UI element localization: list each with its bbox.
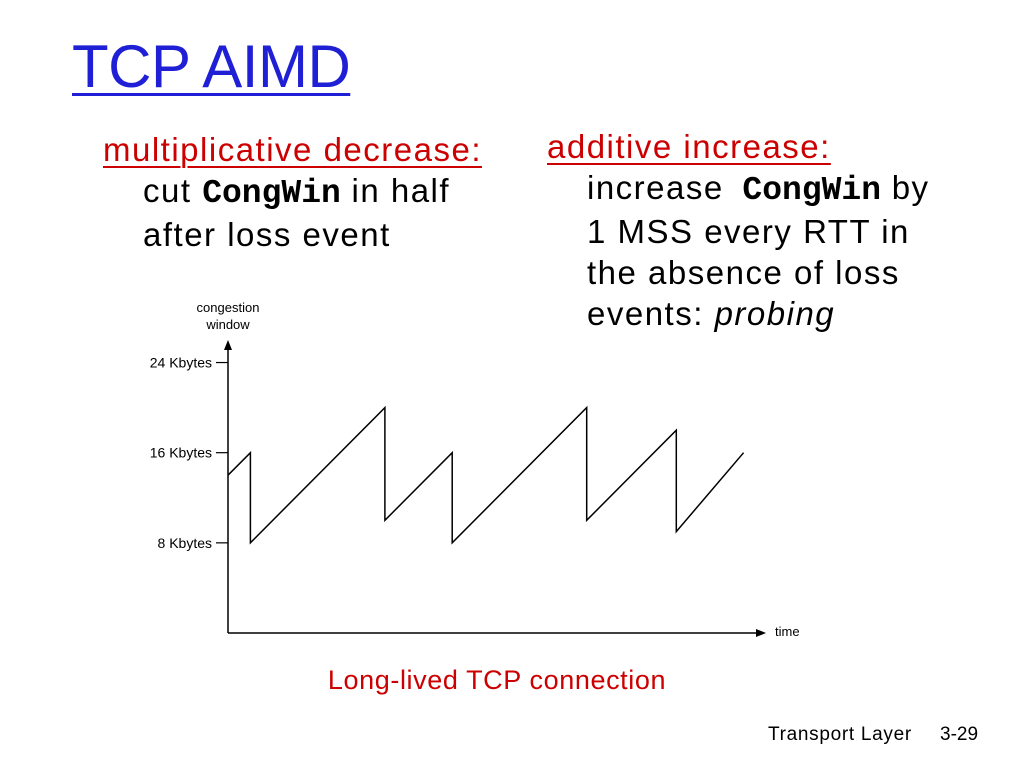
footer-section-label: Transport Layer (768, 724, 912, 745)
probing-emphasis: probing (714, 295, 836, 332)
right-line-2: 1 MSS every RTT in (587, 213, 910, 250)
y-ticks: 24 Kbytes 16 Kbytes 8 Kbytes (150, 355, 228, 551)
footer-page-number: 3-29 (940, 724, 979, 745)
multiplicative-decrease-block: multiplicative decrease: cut CongWin in … (103, 129, 482, 255)
right-line-4-pre: events: (587, 295, 704, 332)
x-axis-label: time (775, 624, 800, 639)
left-line-1: cut CongWin in half (103, 170, 482, 214)
left-line-1-pre: cut (143, 172, 192, 209)
congwin-code-left: CongWin (202, 175, 341, 212)
y-axis-label: congestion window (196, 300, 260, 332)
right-line-1: increase CongWin by (547, 167, 930, 211)
additive-increase-heading: additive increase: (547, 128, 831, 165)
y-tick-label: 16 Kbytes (150, 445, 212, 461)
y-tick-label: 8 Kbytes (158, 535, 212, 551)
y-tick-label: 24 Kbytes (150, 355, 212, 371)
left-line-2: after loss event (143, 216, 391, 253)
x-axis-arrowhead (756, 629, 766, 637)
congestion-window-series-line (227, 405, 745, 545)
congwin-code-right: CongWin (742, 172, 882, 209)
right-line-3: the absence of loss (587, 254, 900, 291)
multiplicative-decrease-heading: multiplicative decrease: (103, 131, 482, 168)
right-line-4: events: probing (547, 293, 930, 334)
y-axis-arrowhead (224, 340, 232, 350)
additive-increase-block: additive increase: increase CongWin by 1… (547, 126, 930, 334)
right-line-1-post: by (891, 169, 930, 206)
right-line-1-pre: increase (587, 169, 724, 206)
slide-title: TCP AIMD (72, 33, 351, 100)
chart-caption: Long-lived TCP connection (327, 665, 667, 695)
left-line-1-post: in half (351, 172, 451, 209)
